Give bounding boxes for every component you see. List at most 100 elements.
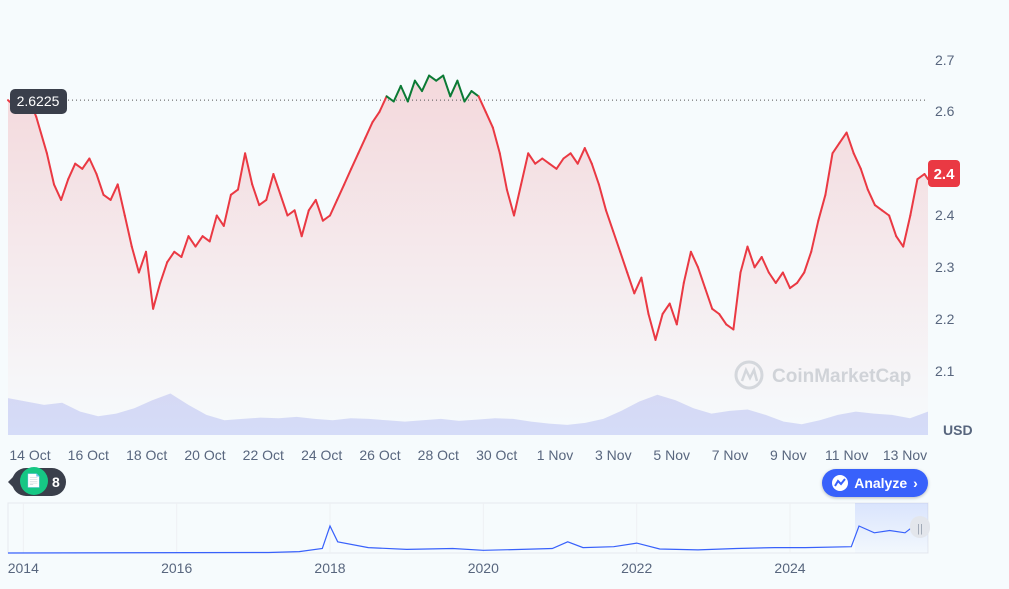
y-axis-unit: USD: [943, 422, 973, 438]
price-line-segment: [321, 214, 331, 222]
price-line-segment: [60, 178, 70, 201]
price-line-segment: [378, 95, 388, 113]
grip-icon: ||: [917, 523, 923, 535]
price-line-segment: [732, 271, 742, 331]
x-tick-label: 20 Oct: [184, 447, 225, 463]
overview-drag-handle[interactable]: [910, 516, 930, 538]
price-line-segment: [739, 245, 749, 274]
reference-price-text: 2.6225: [17, 93, 60, 109]
overview-year-label: 2024: [774, 560, 805, 576]
price-line-segment: [152, 281, 162, 310]
price-line-segment: [803, 250, 813, 274]
price-line-segment: [463, 90, 473, 103]
price-line-segment: [555, 157, 565, 170]
x-axis: 14 Oct 16 Oct 18 Oct 20 Oct 22 Oct 24 Oct 26 O…: [9, 447, 927, 463]
price-line-segment: [258, 198, 268, 207]
price-line-segment: [796, 271, 806, 284]
x-tick-label: 11 Nov: [825, 447, 868, 463]
price-line-segment: [583, 147, 593, 165]
price-line-segment: [661, 302, 671, 315]
price-line-segment: [314, 198, 324, 222]
price-line-segment: [392, 84, 402, 103]
price-line-segment: [74, 162, 84, 170]
price-line-segment: [173, 250, 183, 258]
price-line-segment: [859, 167, 869, 191]
x-tick-label: 30 Oct: [476, 447, 517, 463]
price-line-segment: [293, 209, 303, 238]
x-tick-label: 18 Oct: [126, 447, 167, 463]
price-line-segment: [109, 183, 119, 201]
overview-line: [7, 524, 929, 554]
notes-button[interactable]: 📄 8: [12, 467, 66, 496]
price-line-segment: [343, 167, 353, 186]
analyze-label: Analyze: [854, 475, 908, 491]
x-tick-label: 26 Oct: [359, 447, 400, 463]
price-line-segment: [682, 250, 692, 284]
price-line-segment: [505, 188, 515, 217]
y-axis: 2.7 2.6 2.4 2.3 2.2 2.1: [935, 52, 955, 379]
price-line-segment: [675, 281, 685, 326]
price-line-segment: [605, 209, 615, 233]
price-line-segment: [237, 152, 247, 191]
price-line-segment: [435, 74, 445, 82]
analyze-button[interactable]: Analyze ›: [822, 469, 928, 497]
price-line-segment: [845, 131, 855, 155]
price-line-segment: [576, 147, 586, 165]
y-tick-label: 2.4: [935, 207, 955, 223]
price-line-segment: [35, 116, 48, 155]
price-line: [7, 74, 929, 341]
price-line-segment: [866, 188, 876, 207]
price-line-segment: [767, 271, 777, 284]
price-line-segment: [895, 235, 905, 248]
chevron-right-icon: ›: [913, 475, 918, 491]
x-tick-label: 9 Nov: [770, 447, 807, 463]
price-line-segment: [300, 209, 310, 238]
price-line-segment: [413, 79, 423, 93]
x-tick-label: 1 Nov: [537, 447, 574, 463]
price-line-segment: [244, 152, 254, 186]
price-line-segment: [838, 131, 848, 144]
price-line-segment: [53, 183, 63, 201]
price-line-segment: [265, 173, 275, 201]
price-line-segment: [711, 307, 721, 315]
y-tick-label: 2.3: [935, 259, 955, 275]
price-area: [8, 75, 928, 435]
price-line-segment: [810, 219, 820, 253]
price-line-segment: [668, 302, 678, 326]
price-area-fill: [8, 75, 928, 435]
watermark-text: CoinMarketCap: [772, 366, 911, 387]
price-line-segment: [612, 230, 622, 253]
price-line-segment: [626, 271, 636, 295]
x-tick-label: 14 Oct: [9, 447, 50, 463]
notes-count: 8: [52, 474, 60, 490]
x-tick-label: 22 Oct: [243, 447, 284, 463]
price-line-segment: [873, 204, 883, 212]
price-line-segment: [286, 209, 296, 217]
price-line-segment: [215, 214, 225, 227]
price-line-segment: [187, 235, 197, 248]
price-line-segment: [760, 256, 770, 274]
overview-year-label: 2022: [621, 560, 652, 576]
overview-navigator[interactable]: || 2014 2016 2018 2020 2022 2024: [7, 502, 930, 576]
price-line-segment: [350, 152, 360, 170]
price-line-segment: [781, 271, 791, 290]
price-line-segment: [102, 193, 112, 201]
price-line-segment: [307, 198, 317, 212]
price-line-segment: [399, 84, 409, 103]
x-tick-label: 3 Nov: [595, 447, 632, 463]
price-line-segment: [527, 152, 537, 165]
price-line-segment: [456, 79, 466, 103]
price-line-segment: [902, 214, 912, 248]
price-line-segment: [513, 183, 523, 217]
price-line-segment: [590, 162, 600, 186]
price-line-segment: [88, 157, 98, 175]
price-line-segment: [180, 235, 190, 258]
price-line-segment: [279, 193, 289, 217]
price-line-segment: [824, 152, 834, 196]
price-line-segment: [923, 173, 929, 181]
price-line-segment: [888, 214, 898, 238]
price-line-segment: [116, 183, 126, 217]
price-line-segment: [569, 152, 579, 165]
